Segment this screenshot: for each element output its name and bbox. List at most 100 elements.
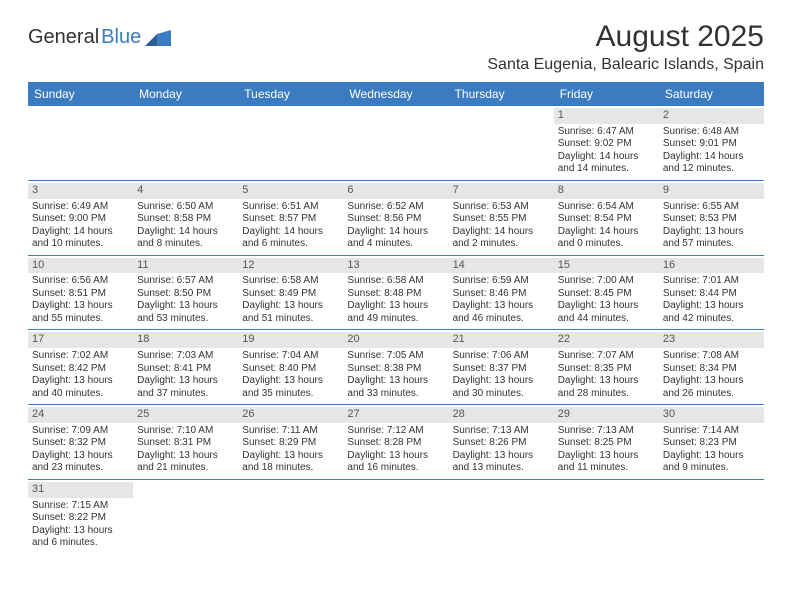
- day-cell: 18Sunrise: 7:03 AMSunset: 8:41 PMDayligh…: [133, 330, 238, 404]
- daylight-text-1: Daylight: 14 hours: [137, 226, 234, 239]
- day-cell: [449, 480, 554, 554]
- day-number: 28: [449, 407, 554, 423]
- day-cell: [343, 106, 448, 180]
- week-row: 31Sunrise: 7:15 AMSunset: 8:22 PMDayligh…: [28, 480, 764, 554]
- sunset-text: Sunset: 8:26 PM: [453, 437, 550, 450]
- daylight-text-2: and 8 minutes.: [137, 238, 234, 251]
- sunrise-text: Sunrise: 7:09 AM: [32, 425, 129, 438]
- weekday-header-row: Sunday Monday Tuesday Wednesday Thursday…: [28, 82, 764, 106]
- day-number: 3: [28, 183, 133, 199]
- sunrise-text: Sunrise: 6:55 AM: [663, 201, 760, 214]
- daylight-text-2: and 11 minutes.: [558, 462, 655, 475]
- day-cell: 20Sunrise: 7:05 AMSunset: 8:38 PMDayligh…: [343, 330, 448, 404]
- week-row: 3Sunrise: 6:49 AMSunset: 9:00 PMDaylight…: [28, 181, 764, 256]
- weekday-header: Sunday: [28, 82, 133, 106]
- day-cell: 7 Sunrise: 6:53 AMSunset: 8:55 PMDaylight…: [449, 181, 554, 255]
- day-cell: 16Sunrise: 7:01 AMSunset: 8:44 PMDayligh…: [659, 256, 764, 330]
- daylight-text-2: and 18 minutes.: [242, 462, 339, 475]
- day-cell: 2Sunrise: 6:48 AMSunset: 9:01 PMDaylight…: [659, 106, 764, 180]
- daylight-text-1: Daylight: 13 hours: [663, 300, 760, 313]
- day-number: 5: [238, 183, 343, 199]
- daylight-text-1: Daylight: 13 hours: [663, 226, 760, 239]
- daylight-text-1: Daylight: 13 hours: [137, 300, 234, 313]
- sunset-text: Sunset: 8:55 PM: [453, 213, 550, 226]
- weeks-container: 1Sunrise: 6:47 AMSunset: 9:02 PMDaylight…: [28, 106, 764, 554]
- sunrise-text: Sunrise: 7:14 AM: [663, 425, 760, 438]
- week-row: 1Sunrise: 6:47 AMSunset: 9:02 PMDaylight…: [28, 106, 764, 181]
- day-cell: 13Sunrise: 6:58 AMSunset: 8:48 PMDayligh…: [343, 256, 448, 330]
- day-cell: 1Sunrise: 6:47 AMSunset: 9:02 PMDaylight…: [554, 106, 659, 180]
- day-number: 15: [554, 258, 659, 274]
- week-row: 10Sunrise: 6:56 AMSunset: 8:51 PMDayligh…: [28, 256, 764, 331]
- sunrise-text: Sunrise: 6:47 AM: [558, 126, 655, 139]
- day-number: 16: [659, 258, 764, 274]
- sunset-text: Sunset: 8:34 PM: [663, 363, 760, 376]
- daylight-text-2: and 9 minutes.: [663, 462, 760, 475]
- daylight-text-1: Daylight: 13 hours: [32, 450, 129, 463]
- sunset-text: Sunset: 8:38 PM: [347, 363, 444, 376]
- weekday-header: Wednesday: [343, 82, 448, 106]
- daylight-text-2: and 14 minutes.: [558, 163, 655, 176]
- day-cell: 8Sunrise: 6:54 AMSunset: 8:54 PMDaylight…: [554, 181, 659, 255]
- daylight-text-2: and 16 minutes.: [347, 462, 444, 475]
- sunrise-text: Sunrise: 6:59 AM: [453, 275, 550, 288]
- daylight-text-1: Daylight: 13 hours: [242, 300, 339, 313]
- sunrise-text: Sunrise: 7:08 AM: [663, 350, 760, 363]
- day-cell: 9Sunrise: 6:55 AMSunset: 8:53 PMDaylight…: [659, 181, 764, 255]
- day-cell: 26Sunrise: 7:11 AMSunset: 8:29 PMDayligh…: [238, 405, 343, 479]
- sunrise-text: Sunrise: 7:13 AM: [558, 425, 655, 438]
- month-title: August 2025: [487, 20, 764, 54]
- daylight-text-2: and 33 minutes.: [347, 388, 444, 401]
- sunset-text: Sunset: 8:28 PM: [347, 437, 444, 450]
- sunset-text: Sunset: 9:00 PM: [32, 213, 129, 226]
- day-cell: 24Sunrise: 7:09 AMSunset: 8:32 PMDayligh…: [28, 405, 133, 479]
- location-text: Santa Eugenia, Balearic Islands, Spain: [487, 56, 764, 74]
- daylight-text-2: and 53 minutes.: [137, 313, 234, 326]
- daylight-text-1: Daylight: 13 hours: [137, 375, 234, 388]
- day-cell: 27Sunrise: 7:12 AMSunset: 8:28 PMDayligh…: [343, 405, 448, 479]
- day-number: 21: [449, 332, 554, 348]
- calendar-page: GeneralBlue August 2025 Santa Eugenia, B…: [0, 0, 792, 574]
- day-cell: 3Sunrise: 6:49 AMSunset: 9:00 PMDaylight…: [28, 181, 133, 255]
- daylight-text-2: and 30 minutes.: [453, 388, 550, 401]
- daylight-text-2: and 28 minutes.: [558, 388, 655, 401]
- day-number: 26: [238, 407, 343, 423]
- sunrise-text: Sunrise: 7:01 AM: [663, 275, 760, 288]
- day-number: 7: [449, 183, 554, 199]
- sunset-text: Sunset: 8:23 PM: [663, 437, 760, 450]
- day-cell: 21Sunrise: 7:06 AMSunset: 8:37 PMDayligh…: [449, 330, 554, 404]
- daylight-text-1: Daylight: 13 hours: [347, 300, 444, 313]
- daylight-text-2: and 35 minutes.: [242, 388, 339, 401]
- sunrise-text: Sunrise: 7:15 AM: [32, 500, 129, 513]
- weekday-header: Tuesday: [238, 82, 343, 106]
- day-number: 27: [343, 407, 448, 423]
- day-cell: 17Sunrise: 7:02 AMSunset: 8:42 PMDayligh…: [28, 330, 133, 404]
- day-cell: 6Sunrise: 6:52 AMSunset: 8:56 PMDaylight…: [343, 181, 448, 255]
- daylight-text-2: and 40 minutes.: [32, 388, 129, 401]
- day-cell: [238, 480, 343, 554]
- daylight-text-2: and 6 minutes.: [242, 238, 339, 251]
- day-cell: 5Sunrise: 6:51 AMSunset: 8:57 PMDaylight…: [238, 181, 343, 255]
- sunrise-text: Sunrise: 6:57 AM: [137, 275, 234, 288]
- daylight-text-2: and 46 minutes.: [453, 313, 550, 326]
- sunset-text: Sunset: 8:45 PM: [558, 288, 655, 301]
- sunrise-text: Sunrise: 7:13 AM: [453, 425, 550, 438]
- sunrise-text: Sunrise: 7:00 AM: [558, 275, 655, 288]
- sunset-text: Sunset: 8:32 PM: [32, 437, 129, 450]
- day-number: 20: [343, 332, 448, 348]
- day-cell: [343, 480, 448, 554]
- sunrise-text: Sunrise: 6:54 AM: [558, 201, 655, 214]
- week-row: 17Sunrise: 7:02 AMSunset: 8:42 PMDayligh…: [28, 330, 764, 405]
- sunrise-text: Sunrise: 6:53 AM: [453, 201, 550, 214]
- page-header: GeneralBlue August 2025 Santa Eugenia, B…: [28, 20, 764, 74]
- sunrise-text: Sunrise: 7:10 AM: [137, 425, 234, 438]
- daylight-text-1: Daylight: 14 hours: [453, 226, 550, 239]
- daylight-text-2: and 21 minutes.: [137, 462, 234, 475]
- logo-text-1: General: [28, 26, 99, 49]
- daylight-text-1: Daylight: 13 hours: [453, 375, 550, 388]
- sunrise-text: Sunrise: 7:11 AM: [242, 425, 339, 438]
- daylight-text-1: Daylight: 13 hours: [453, 300, 550, 313]
- sunset-text: Sunset: 8:50 PM: [137, 288, 234, 301]
- day-cell: [28, 106, 133, 180]
- sunset-text: Sunset: 8:41 PM: [137, 363, 234, 376]
